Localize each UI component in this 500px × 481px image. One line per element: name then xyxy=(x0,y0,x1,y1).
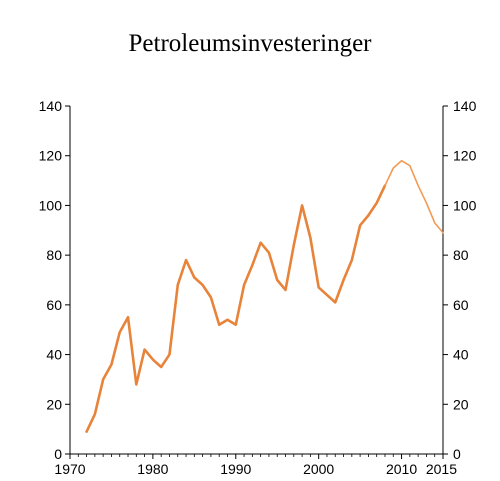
series-line-1 xyxy=(85,184,387,433)
y-tick-label-right: 0 xyxy=(453,446,461,462)
y-tick-label-left: 80 xyxy=(46,247,62,263)
y-tick-label-left: 140 xyxy=(39,98,63,114)
y-tick-label-right: 40 xyxy=(453,347,469,363)
y-tick-label-left: 100 xyxy=(39,197,63,213)
y-tick-label-left: 0 xyxy=(54,446,62,462)
x-tick-label: 2015 xyxy=(426,461,457,477)
y-tick-label-right: 140 xyxy=(453,98,477,114)
x-tick-label: 1980 xyxy=(137,461,168,477)
y-tick-label-right: 80 xyxy=(453,247,469,263)
y-tick-label-left: 120 xyxy=(39,148,63,164)
x-tick-label: 2010 xyxy=(386,461,417,477)
y-tick-label-right: 60 xyxy=(453,297,469,313)
y-tick-label-left: 40 xyxy=(46,347,62,363)
x-tick-label: 1970 xyxy=(54,461,85,477)
x-tick-label: 1990 xyxy=(220,461,251,477)
chart-title: Petroleumsinvesteringer xyxy=(128,30,372,57)
y-tick-label-left: 20 xyxy=(46,396,62,412)
series-line-2 xyxy=(384,159,444,234)
y-tick-label-right: 120 xyxy=(453,148,477,164)
y-tick-label-left: 60 xyxy=(46,297,62,313)
y-tick-label-right: 100 xyxy=(453,197,477,213)
y-tick-label-right: 20 xyxy=(453,396,469,412)
x-tick-label: 2000 xyxy=(303,461,334,477)
